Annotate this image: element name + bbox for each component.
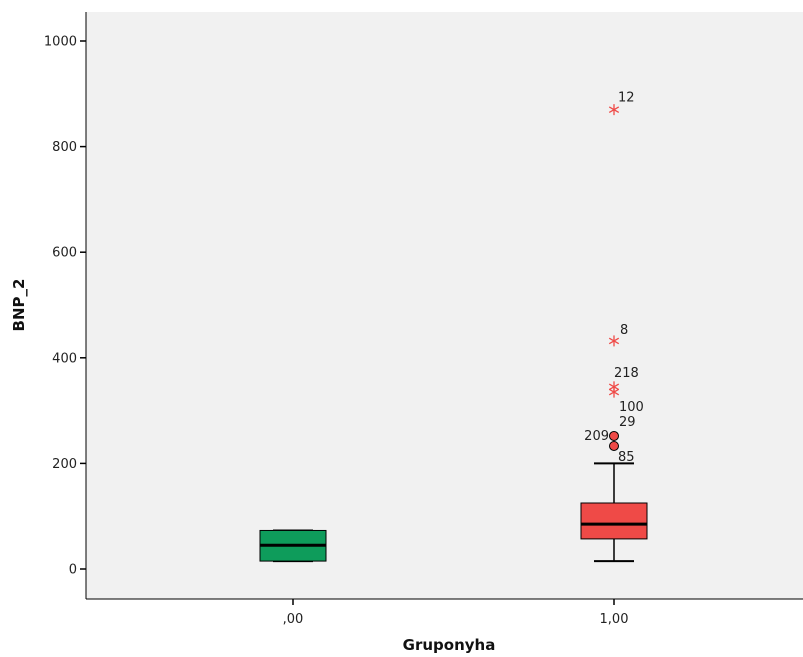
x-tick-label: ,00 [283,612,304,627]
y-axis-ticks: 0 200 400 600 800 1000 [44,35,86,578]
y-tick-label: 1000 [44,35,77,50]
y-tick-label: 600 [52,246,77,261]
y-tick-label: 800 [52,140,77,155]
outlier-label: 8 [620,323,628,338]
iqr-box [580,502,648,540]
outlier-label: 100 [619,400,644,415]
y-tick-label: 200 [52,457,77,472]
extreme-marker [608,104,620,116]
outlier-label: 12 [618,91,635,106]
outlier-label: 209 [584,429,609,444]
outlier-label: 29 [619,415,636,430]
x-axis-ticks: ,00 1,00 [283,599,629,627]
plot-area [86,12,803,599]
outlier-marker [609,440,619,451]
box-group-0 [259,529,327,563]
y-axis-title: BNP_2 [10,279,28,332]
box-group-1 [580,462,648,563]
y-tick-label: 400 [52,351,77,366]
y-tick-label: 0 [69,563,77,578]
boxes-layer [259,462,648,563]
extreme-marker [608,386,620,398]
x-axis-title: Gruponyha [403,636,496,654]
x-tick-label: 1,00 [600,612,629,627]
outlier-label: 218 [614,366,639,381]
extreme-marker [608,335,620,347]
outlier-label: 85 [618,450,635,465]
outlier-marker [609,430,619,441]
